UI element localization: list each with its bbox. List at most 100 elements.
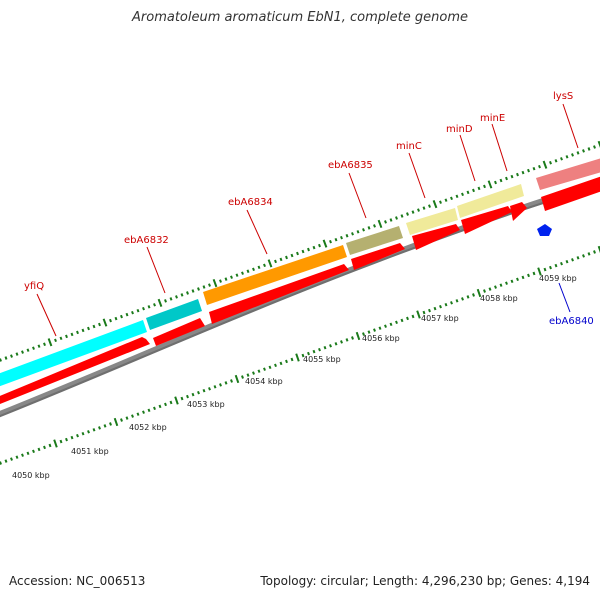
- scale-minor-tick: [340, 340, 343, 344]
- ring-minor-tick: [477, 186, 481, 191]
- scale-minor-tick: [263, 367, 266, 371]
- ring-minor-tick: [0, 358, 2, 362]
- gene-bar-ebA6835[interactable]: [346, 226, 403, 255]
- gene-bar-minC[interactable]: [406, 208, 458, 235]
- ring-minor-tick: [554, 159, 558, 163]
- ring-minor-tick: [499, 178, 503, 183]
- gene-bar-lysS[interactable]: [536, 157, 600, 190]
- ring-minor-tick: [70, 332, 74, 337]
- ring-minor-tick: [54, 338, 57, 343]
- ring-minor-tick: [114, 316, 118, 321]
- ring-minor-tick: [560, 157, 563, 161]
- ring-minor-tick: [576, 151, 580, 155]
- gene-label-minD[interactable]: minD: [446, 124, 473, 135]
- scale-minor-tick: [109, 422, 112, 426]
- gene-label-lysS[interactable]: lysS: [553, 91, 573, 102]
- scale-label: 4053 kbp: [187, 400, 225, 409]
- gene-label-ebA6835[interactable]: ebA6835: [328, 160, 373, 171]
- scale-minor-tick: [301, 353, 305, 358]
- leader-ebA6840: [558, 282, 571, 313]
- ring-minor-tick: [571, 153, 574, 157]
- scale-minor-tick: [400, 318, 404, 323]
- gene-bar-yfiQ[interactable]: [0, 320, 147, 388]
- ring-major-tick: [322, 239, 328, 248]
- ring-minor-tick: [384, 220, 387, 224]
- ring-minor-tick: [10, 354, 13, 358]
- scale-minor-tick: [92, 428, 96, 432]
- genome-summary-text: Topology: circular; Length: 4,296,230 bp…: [260, 574, 590, 588]
- scale-minor-tick: [406, 316, 409, 321]
- scale-minor-tick: [582, 254, 585, 258]
- scale-minor-tick: [268, 365, 272, 370]
- ring-minor-tick: [125, 312, 129, 317]
- cds-arrow[interactable]: [0, 337, 150, 414]
- cds-arrow[interactable]: [153, 318, 205, 346]
- ring-minor-tick: [153, 303, 156, 307]
- gene-label-ebA6840[interactable]: ebA6840: [549, 316, 594, 327]
- scale-minor-tick: [494, 285, 497, 289]
- ring-minor-tick: [329, 239, 332, 244]
- ring-minor-tick: [582, 149, 585, 153]
- scale-labels: 4050 kbp 4051 kbp 4052 kbp 4053 kbp 4054 kbp…: [12, 274, 577, 480]
- ring-minor-tick: [587, 147, 591, 151]
- cds-arrow[interactable]: [541, 175, 600, 211]
- ring-minor-tick: [455, 194, 459, 199]
- scale-minor-tick: [208, 387, 211, 391]
- gene-label-minC[interactable]: minC: [396, 141, 422, 152]
- scale-minor-tick: [37, 447, 41, 452]
- scale-minor-tick: [560, 261, 563, 266]
- scale-minor-tick: [334, 342, 338, 346]
- ring-minor-tick: [202, 285, 206, 289]
- ring-minor-tick: [142, 306, 145, 311]
- gene-label-ebA6834[interactable]: ebA6834: [228, 197, 273, 208]
- scale-minor-tick: [186, 394, 189, 399]
- rna-feature-ebA6840[interactable]: [537, 224, 552, 236]
- scale-minor-tick: [4, 459, 8, 463]
- cds-arrow[interactable]: [351, 243, 405, 270]
- gene-label-yfiQ[interactable]: yfiQ: [24, 281, 44, 292]
- ring-minor-tick: [362, 228, 365, 232]
- cds-arrow[interactable]: [510, 202, 527, 221]
- cds-arrow[interactable]: [209, 264, 349, 324]
- ring-minor-tick: [483, 184, 486, 189]
- cds-arrow[interactable]: [461, 206, 512, 234]
- ring-minor-tick: [175, 295, 178, 299]
- ring-minor-tick: [263, 263, 266, 268]
- gene-bar-ebA6834[interactable]: [203, 245, 347, 305]
- leader-yfiQ: [36, 293, 57, 337]
- scale-label: 4055 kbp: [303, 355, 341, 364]
- cds-arrow[interactable]: [412, 224, 460, 250]
- ring-minor-tick: [373, 224, 376, 228]
- scale-label: 4052 kbp: [129, 423, 167, 432]
- scale-minor-tick: [32, 449, 35, 454]
- gene-label-minE[interactable]: minE: [480, 113, 505, 124]
- ring-minor-tick: [26, 348, 30, 352]
- ring-minor-tick: [307, 247, 310, 252]
- scale-major-tick: [295, 353, 300, 362]
- scale-minor-tick: [274, 363, 277, 368]
- scale-minor-tick: [158, 404, 162, 409]
- scale-minor-tick: [224, 381, 228, 385]
- scale-minor-tick: [312, 349, 316, 354]
- ring-minor-tick: [510, 174, 514, 179]
- scale-minor-tick: [543, 267, 547, 272]
- ring-minor-tick: [224, 277, 228, 281]
- ring-major-tick: [102, 318, 108, 327]
- scale-minor-tick: [455, 299, 459, 303]
- scale-minor-tick: [213, 385, 217, 389]
- ring-minor-tick: [527, 168, 530, 173]
- ring-minor-tick: [32, 346, 35, 350]
- gene-label-ebA6832[interactable]: ebA6832: [124, 235, 169, 246]
- ring-minor-tick: [417, 208, 420, 212]
- ring-minor-tick: [439, 200, 442, 204]
- gene-bar-minD-minE[interactable]: [457, 184, 524, 218]
- ring-minor-tick: [246, 269, 250, 274]
- ring-minor-tick: [191, 289, 195, 293]
- scale-minor-tick: [367, 330, 371, 334]
- scale-minor-tick: [318, 347, 321, 352]
- scale-minor-tick: [169, 400, 173, 405]
- ring-minor-tick: [65, 334, 68, 339]
- scale-minor-tick: [499, 283, 503, 287]
- gene-bar-ebA6832[interactable]: [146, 299, 202, 330]
- ring-minor-tick: [87, 326, 90, 331]
